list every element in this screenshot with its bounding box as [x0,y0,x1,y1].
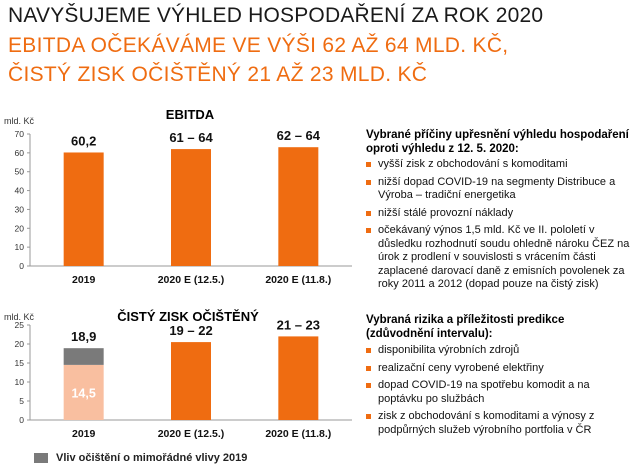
x-category-label: 2020 E (12.5.) [158,274,225,286]
chart-legend: Vliv očištění o mimořádné vlivy 2019 [34,452,247,464]
subtitle-ebitda: EBITDA OČEKÁVÁME VE VÝŠI 62 AŽ 64 MLD. K… [8,34,509,57]
net-profit-unit-label: mld. Kč [4,312,35,322]
y-tick-label: 20 [15,223,25,233]
risk-item: disponibilita výrobních zdrojů [366,344,636,358]
y-tick-label: 10 [15,377,25,387]
panel-risks-list: disponibilita výrobních zdrojů realizační… [366,344,636,441]
y-tick-label: 30 [15,204,25,214]
page-title: NAVYŠUJEME VÝHLED HOSPODAŘENÍ ZA ROK 202… [8,4,544,27]
bar [171,149,211,266]
bar [171,342,211,420]
reason-item-text: nižší dopad COVID-19 na segmenty Distrib… [378,175,616,202]
reason-item-text: vyšší zisk z obchodování s komoditami [378,158,568,170]
y-tick-label: 50 [15,167,25,177]
bullet-marker [366,162,371,167]
reason-item: očekávaný výnos 1,5 mld. Kč ve II. polol… [366,224,636,292]
bar-data-label: 61 – 64 [169,130,213,145]
y-tick-label: 25 [15,320,25,330]
y-tick-label: 15 [15,358,25,368]
bullet-marker [366,210,371,216]
y-tick-label: 40 [15,186,25,196]
reason-item: nižší dopad COVID-19 na segmenty Distrib… [366,176,636,203]
x-category-label: 2020 E (11.8.) [265,274,331,286]
bar-data-label: 21 – 23 [277,317,320,332]
risk-item-text: disponibilita výrobních zdrojů [378,344,520,356]
bullet-marker [366,365,371,371]
y-tick-label: 20 [15,339,25,349]
bar-inner-label: 14,5 [71,386,95,400]
y-tick-label: 70 [15,129,25,139]
bar-data-label: 19 – 22 [169,323,212,338]
legend-label: Vliv očištění o mimořádné vlivy 2019 [56,452,248,464]
net-profit-chart-title: ČISTÝ ZISK OČIŠTĚNÝ [117,309,259,324]
bar [278,336,319,420]
bar [278,147,319,266]
ebitda-chart-title: EBITDA [165,107,215,122]
risk-item-text: dopad COVID-19 na spotřebu komodit a na … [378,379,590,405]
y-tick-label: 5 [19,396,24,406]
y-tick-label: 0 [19,261,24,271]
bar [63,364,104,420]
bar-adjustment [63,348,104,365]
panel-risks-heading: Vybraná rizika a příležitosti predikce (… [366,314,565,340]
ebitda-unit-label: mld. Kč [4,116,35,126]
risk-item: realizační ceny vyrobené elektřiny [366,362,636,376]
bullet-marker [366,179,371,185]
bullet-marker [366,348,371,353]
y-tick-label: 60 [15,148,25,158]
bullet-marker [366,414,371,419]
panel-reasons-heading: Vybrané příčiny upřesnění výhledu hospod… [366,129,629,155]
legend-swatch [34,453,48,463]
reason-item-text: nižší stálé provozní náklady [378,206,514,219]
reason-item: vyšší zisk z obchodování s komoditami [366,158,636,172]
ebitda-chart: 0 10 20 30 40 50 60 70 60,2 2019 61 – 64 2020 E (12… [15,128,352,286]
net-profit-chart: 0 5 10 15 20 25 14,5 18,9 2019 19 – 22 2020 E (12.… [15,317,352,440]
bar-data-label: 18,9 [71,329,96,344]
risk-item-text: zisk z obchodování s komoditami a výnosy… [378,410,595,436]
risk-item: dopad COVID-19 na spotřebu komodit a na … [366,379,636,406]
reason-item: nižší stálé provozní náklady [366,207,636,221]
subtitle-net-profit: ČISTÝ ZISK OČIŠTĚNÝ 21 AŽ 23 MLD. KČ [8,63,428,86]
x-category-label: 2019 [72,274,96,286]
y-tick-label: 0 [19,415,24,425]
panel-reasons-list: vyšší zisk z obchodování s komoditami niž… [366,158,636,296]
y-tick-label: 10 [15,242,25,252]
bar [63,152,104,266]
bullet-marker [366,383,371,388]
x-category-label: 2020 E (12.5.) [158,428,225,440]
reason-item-text: očekávaný výnos 1,5 mld. Kč ve II. polol… [378,224,630,290]
bullet-marker [366,228,371,233]
risk-item: zisk z obchodování s komoditami a výnosy… [366,410,636,437]
x-category-label: 2019 [72,428,96,440]
bar-data-label: 60,2 [71,133,96,148]
x-category-label: 2020 E (11.8.) [265,428,331,440]
risk-item-text: realizační ceny vyrobené elektřiny [378,361,544,374]
bar-data-label: 62 – 64 [277,128,321,143]
